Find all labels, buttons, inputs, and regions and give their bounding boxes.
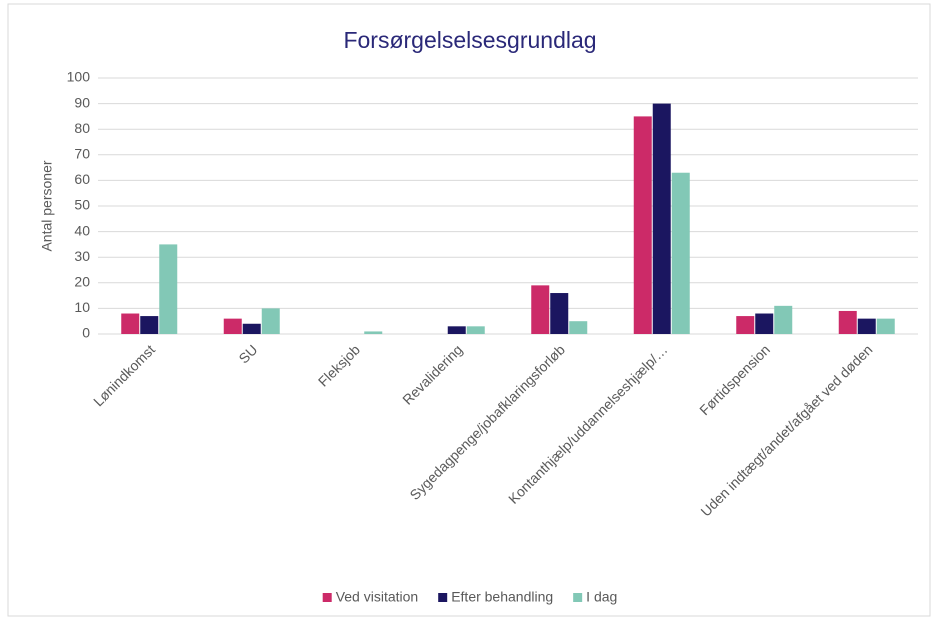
- bar: [857, 318, 876, 334]
- bar: [774, 305, 793, 334]
- y-tick-label: 80: [74, 120, 90, 136]
- bar: [261, 308, 280, 334]
- bar: [550, 293, 569, 334]
- bar: [736, 316, 755, 334]
- bar: [466, 326, 485, 334]
- legend-swatch: [322, 593, 332, 602]
- y-tick-label: 0: [82, 325, 90, 341]
- bar: [121, 313, 140, 334]
- legend: Ved visitation Efter behandling I dag: [322, 589, 617, 605]
- bar: [223, 318, 242, 334]
- bar: [671, 172, 690, 334]
- bar: [242, 323, 261, 334]
- y-axis-label: Antal personer: [39, 160, 55, 251]
- bar: [140, 316, 159, 334]
- y-tick-label: 60: [74, 171, 90, 187]
- legend-swatch: [438, 593, 448, 602]
- legend-label: Efter behandling: [451, 589, 553, 605]
- y-tick-label: 50: [74, 197, 90, 213]
- y-tick-label: 10: [74, 299, 90, 315]
- bar: [447, 326, 466, 334]
- y-tick-label: 30: [74, 248, 90, 264]
- bar: [364, 331, 383, 334]
- y-tick-label: 40: [74, 222, 90, 238]
- y-tick-label: 90: [74, 94, 90, 110]
- bar: [652, 103, 671, 334]
- bar: [633, 116, 652, 335]
- bar: [755, 313, 774, 334]
- y-tick-label: 70: [74, 146, 90, 162]
- bar: [838, 310, 857, 334]
- legend-label: I dag: [586, 589, 617, 605]
- legend-swatch: [573, 593, 583, 602]
- bar: [569, 321, 588, 334]
- legend-label: Ved visitation: [336, 589, 419, 605]
- y-tick-label: 100: [67, 69, 91, 85]
- bar: [531, 285, 550, 334]
- chart-title: Forsørgelselsesgrundlag: [343, 27, 596, 53]
- bar: [159, 244, 178, 334]
- bar: [876, 318, 895, 334]
- y-tick-label: 20: [74, 274, 90, 290]
